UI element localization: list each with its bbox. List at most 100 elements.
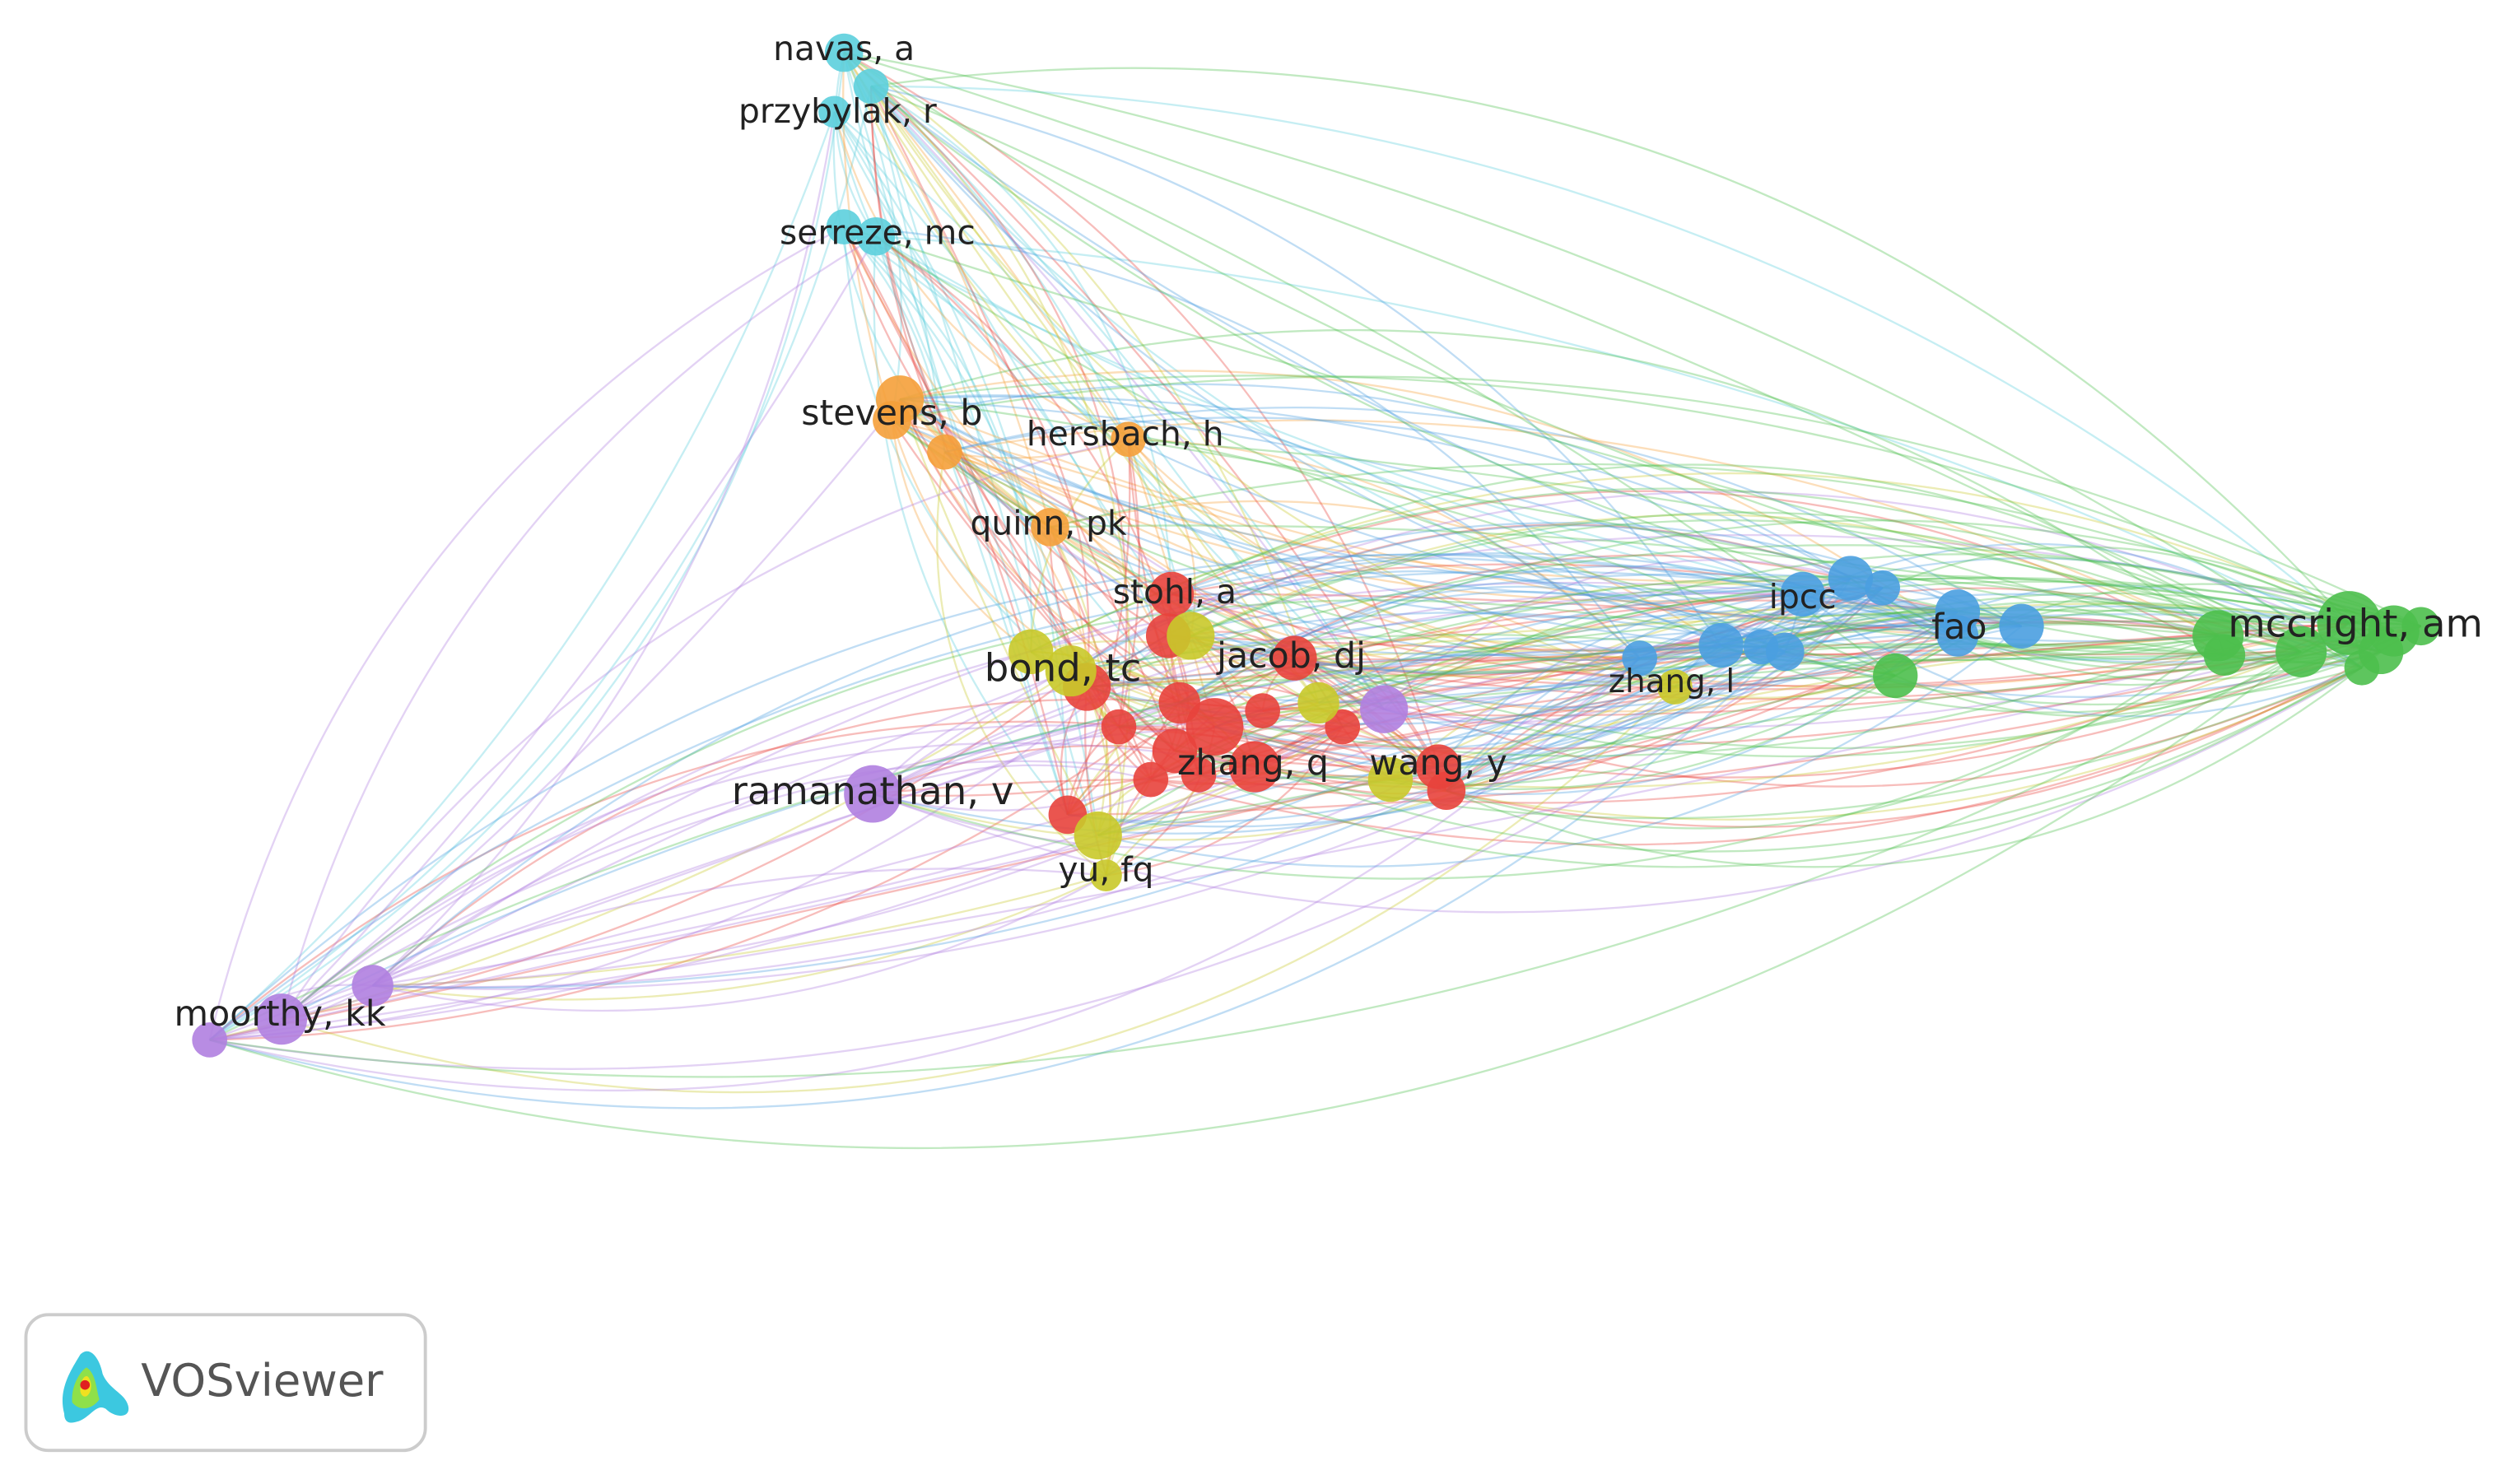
- edge: [870, 85, 1192, 636]
- edge: [1957, 635, 2219, 643]
- edge: [371, 111, 836, 987]
- edge: [1390, 650, 2302, 789]
- edge: [209, 86, 873, 1041]
- node: [1245, 693, 1280, 729]
- edge: [899, 398, 1439, 768]
- node: [1101, 709, 1137, 745]
- edge: [1171, 490, 2225, 656]
- edge: [209, 726, 1344, 1041]
- edge: [1294, 611, 1959, 709]
- node: [1148, 571, 1195, 617]
- edge: [944, 438, 1129, 459]
- edge: [872, 591, 2022, 795]
- edge: [1030, 472, 2395, 653]
- edge: [1198, 635, 2219, 776]
- edge: [371, 553, 1959, 987]
- edge: [833, 111, 1069, 815]
- edge: [372, 874, 1107, 1012]
- edge: [870, 86, 1320, 704]
- node-label: moorthy, kk: [175, 993, 386, 1035]
- edge: [1437, 587, 1884, 768]
- edge: [1171, 593, 2350, 687]
- node: [255, 993, 308, 1045]
- edge: [899, 398, 1896, 713]
- edge: [372, 644, 1722, 989]
- edge: [843, 52, 1069, 816]
- edge: [843, 226, 1169, 637]
- edge: [891, 420, 1181, 705]
- edge: [1105, 655, 1640, 877]
- edge: [1254, 671, 1675, 768]
- edge: [1086, 519, 2302, 688]
- node: [1133, 761, 1169, 798]
- edge: [843, 52, 1386, 710]
- edge: [843, 226, 1069, 816]
- edge: [873, 725, 1344, 798]
- node: [1367, 756, 1414, 802]
- node-label: bond, tc: [985, 646, 1142, 691]
- edge: [1050, 524, 2382, 653]
- edge: [872, 686, 1675, 841]
- edge: [1882, 546, 2350, 624]
- edge: [371, 533, 2422, 987]
- edge: [899, 328, 2219, 637]
- edge: [891, 419, 1051, 528]
- edge: [870, 86, 946, 453]
- edge: [870, 86, 1675, 688]
- edge: [1128, 438, 1641, 659]
- edge: [1066, 439, 1131, 816]
- edge: [1127, 438, 1196, 636]
- node: [927, 434, 962, 470]
- logo[interactable]: VOSviewer: [24, 1313, 427, 1453]
- edge: [1390, 667, 2363, 821]
- edge: [899, 374, 2395, 632]
- edge: [892, 375, 2422, 627]
- edge: [1198, 621, 2350, 776]
- edge: [1445, 604, 1959, 792]
- edge: [209, 609, 2421, 1041]
- edge: [899, 398, 1051, 528]
- node: [1297, 682, 1339, 724]
- node: [824, 33, 864, 72]
- edge: [1721, 593, 2363, 669]
- edge: [1198, 650, 1786, 779]
- edge: [870, 85, 1128, 728]
- edge: [875, 235, 1803, 596]
- edge: [208, 720, 1447, 1041]
- node-label: yu, fq: [1058, 850, 1153, 890]
- node: [1360, 685, 1409, 733]
- edge: [281, 742, 1255, 1021]
- edge: [280, 235, 877, 1020]
- edge: [1097, 625, 2023, 868]
- edge: [891, 419, 1883, 593]
- edge: [1190, 511, 2363, 669]
- edge: [892, 419, 1675, 688]
- edge: [1342, 635, 1959, 728]
- edge: [1174, 640, 1675, 752]
- edge: [871, 85, 2382, 653]
- edge: [872, 650, 1786, 835]
- edge: [872, 592, 1803, 795]
- node: [1325, 709, 1361, 745]
- node-label: hersbach, h: [1027, 414, 1224, 454]
- edge: [898, 398, 1099, 836]
- edge: [1294, 577, 1852, 676]
- edge: [870, 85, 1896, 677]
- edge: [875, 235, 2382, 653]
- edge: [1087, 645, 1762, 688]
- edge: [372, 670, 1072, 987]
- node: [1152, 728, 1198, 774]
- edge: [1167, 573, 1851, 637]
- node: [1111, 421, 1146, 458]
- edge: [1127, 438, 1640, 659]
- edge: [281, 581, 1803, 1021]
- edge: [891, 419, 1803, 602]
- node: [2203, 634, 2246, 676]
- edge: [870, 86, 2394, 661]
- edge: [1957, 635, 2225, 661]
- node: [1999, 603, 2044, 649]
- edge: [1801, 593, 2363, 718]
- edge: [872, 744, 1255, 795]
- logo-icon: [62, 1351, 129, 1423]
- edge: [891, 419, 2395, 758]
